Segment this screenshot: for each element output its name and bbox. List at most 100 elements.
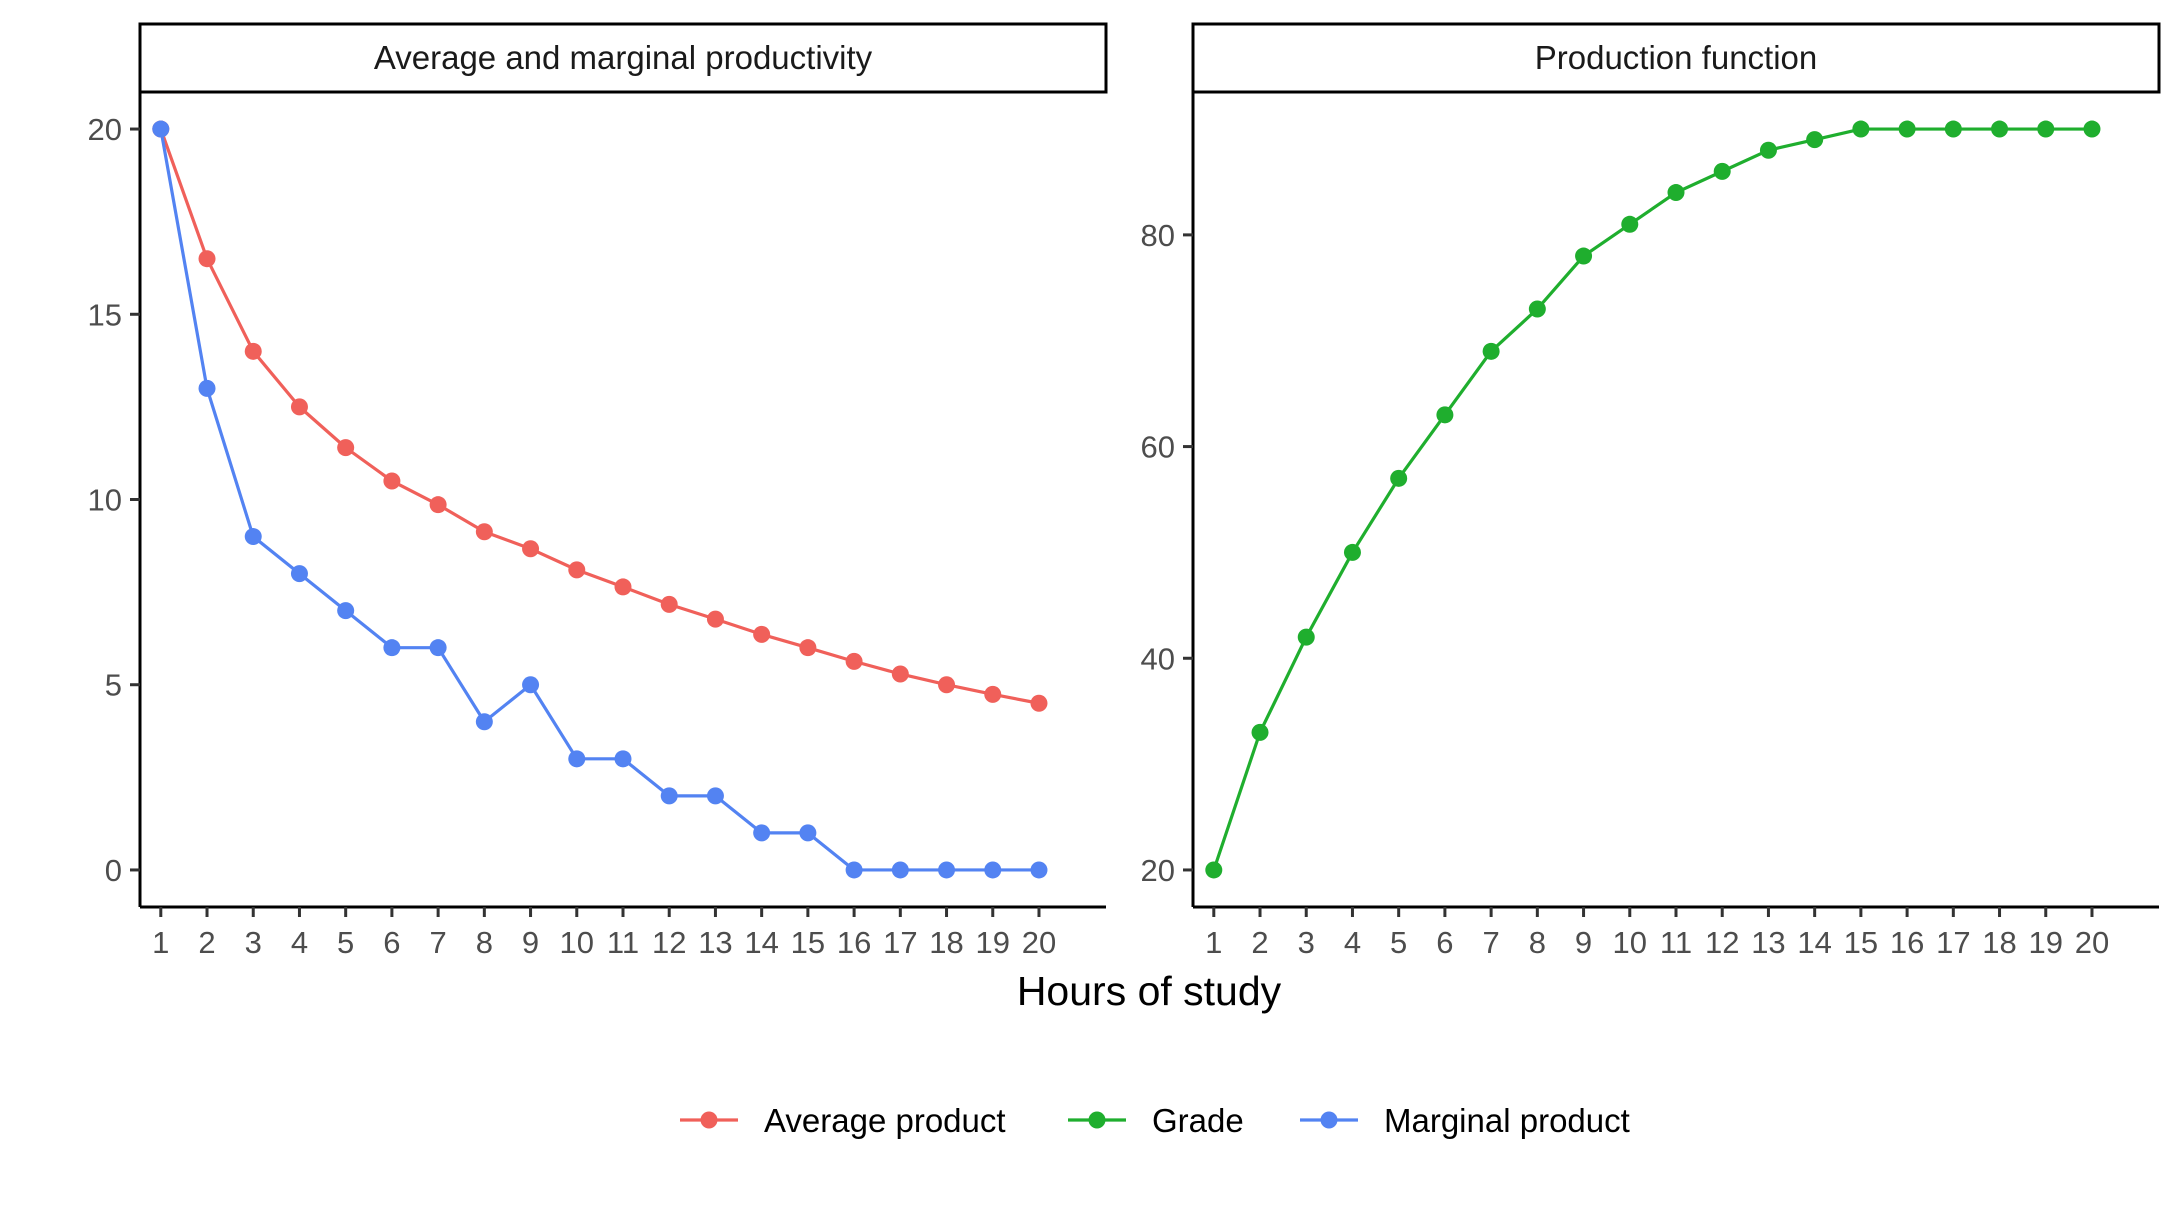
data-point-marginal-product	[845, 861, 863, 879]
data-point-average-product	[938, 676, 956, 694]
legend-item-grade: Grade	[1068, 1102, 1244, 1139]
x-tick-label: 10	[1613, 925, 1647, 960]
x-tick-label: 14	[1797, 925, 1831, 960]
x-axis-title: Hours of study	[1017, 968, 1282, 1014]
x-tick-label: 3	[1298, 925, 1315, 960]
x-tick-label: 19	[2029, 925, 2063, 960]
x-tick-label: 11	[607, 925, 639, 960]
y-ticks: 20 40 60 80	[1141, 218, 1193, 888]
data-point-average-product	[244, 342, 262, 360]
data-point-average-product	[984, 685, 1002, 703]
data-point-grade	[1251, 723, 1269, 741]
x-tick-label: 2	[198, 925, 215, 960]
data-point-marginal-product	[891, 861, 909, 879]
x-tick-label: 3	[245, 925, 262, 960]
legend-label: Average product	[764, 1102, 1006, 1139]
data-point-grade	[1944, 120, 1962, 138]
data-point-marginal-product	[984, 861, 1002, 879]
data-point-marginal-product	[244, 528, 262, 546]
x-tick-label: 8	[1529, 925, 1546, 960]
data-point-average-product	[522, 540, 540, 558]
data-point-grade	[1528, 300, 1546, 318]
x-tick-label: 13	[698, 925, 732, 960]
x-tick-label: 7	[1482, 925, 1499, 960]
data-point-marginal-product	[198, 379, 216, 397]
data-point-grade	[2037, 120, 2055, 138]
legend-item-average-product: Average product	[680, 1102, 1006, 1139]
x-tick-label: 12	[652, 925, 686, 960]
data-point-marginal-product	[568, 750, 586, 768]
data-point-grade	[1343, 543, 1361, 561]
x-tick-label: 2	[1251, 925, 1268, 960]
legend: Average product Grade Marginal product	[680, 1102, 1630, 1139]
legend-key-point	[1320, 1111, 1338, 1129]
x-tick-label: 6	[1436, 925, 1453, 960]
data-point-grade	[1852, 120, 1870, 138]
data-point-average-product	[337, 439, 355, 457]
x-tick-label: 20	[1022, 925, 1056, 960]
x-tick-label: 16	[1890, 925, 1924, 960]
y-tick-label: 80	[1141, 218, 1175, 253]
data-point-marginal-product	[706, 787, 724, 805]
data-point-average-product	[660, 595, 678, 613]
y-tick-label: 0	[105, 853, 122, 888]
data-point-marginal-product	[753, 824, 771, 842]
x-tick-label: 1	[1205, 925, 1222, 960]
data-point-grade	[1759, 141, 1777, 159]
data-point-marginal-product	[337, 602, 355, 620]
x-tick-label: 17	[883, 925, 917, 960]
data-point-average-product	[1030, 694, 1048, 712]
x-tick-label: 5	[1390, 925, 1407, 960]
data-point-marginal-product	[383, 639, 401, 657]
legend-label: Marginal product	[1384, 1102, 1630, 1139]
data-point-grade	[1667, 184, 1685, 202]
y-tick-label: 10	[88, 483, 122, 518]
data-point-grade	[1621, 215, 1639, 233]
x-tick-label: 17	[1936, 925, 1970, 960]
series-line-grade	[1212, 127, 2092, 871]
data-point-marginal-product	[660, 787, 678, 805]
x-tick-label: 15	[791, 925, 825, 960]
legend-key-point	[1088, 1111, 1106, 1129]
x-tick-label: 4	[1344, 925, 1361, 960]
data-point-marginal-product	[938, 861, 956, 879]
data-point-marginal-product	[799, 824, 817, 842]
x-tick-label: 18	[1982, 925, 2016, 960]
data-point-average-product	[198, 250, 216, 268]
data-point-grade	[1436, 406, 1454, 424]
y-ticks: 0 5 10 15 20	[88, 112, 140, 888]
data-point-average-product	[614, 578, 632, 596]
x-tick-label: 15	[1844, 925, 1878, 960]
data-point-average-product	[799, 639, 817, 657]
y-tick-label: 5	[105, 668, 122, 703]
x-ticks: 1 2 3 4 5 6 7 8 9 10 11 12 13 14 15 16 17 18 19 20	[1205, 907, 2109, 960]
data-point-grade	[1390, 469, 1408, 487]
data-point-average-product	[290, 398, 308, 416]
x-tick-label: 20	[2075, 925, 2109, 960]
x-tick-label: 10	[560, 925, 594, 960]
panel-strip	[138, 22, 1108, 94]
data-point-average-product	[845, 652, 863, 670]
y-tick-label: 40	[1141, 641, 1175, 676]
series-line-marginal-product	[159, 128, 1039, 872]
panel-title: Production function	[1535, 39, 1818, 76]
data-point-grade	[1713, 162, 1731, 180]
x-tick-label: 13	[1751, 925, 1785, 960]
x-tick-label: 9	[1575, 925, 1592, 960]
data-point-average-product	[891, 665, 909, 683]
x-tick-label: 18	[929, 925, 963, 960]
panel-title: Average and marginal productivity	[374, 39, 873, 76]
data-point-average-product	[429, 496, 447, 514]
panel-average-marginal: Average and marginal productivity 051015…	[88, 22, 1108, 960]
data-point-grade	[1482, 342, 1500, 360]
x-tick-label: 11	[1660, 925, 1692, 960]
data-point-grade	[2083, 120, 2101, 138]
x-tick-label: 9	[522, 925, 539, 960]
x-tick-label: 5	[337, 925, 354, 960]
data-point-marginal-product	[522, 676, 540, 694]
data-point-marginal-product	[152, 120, 170, 138]
series-line-average-product	[159, 128, 1040, 705]
x-tick-label: 1	[152, 925, 169, 960]
